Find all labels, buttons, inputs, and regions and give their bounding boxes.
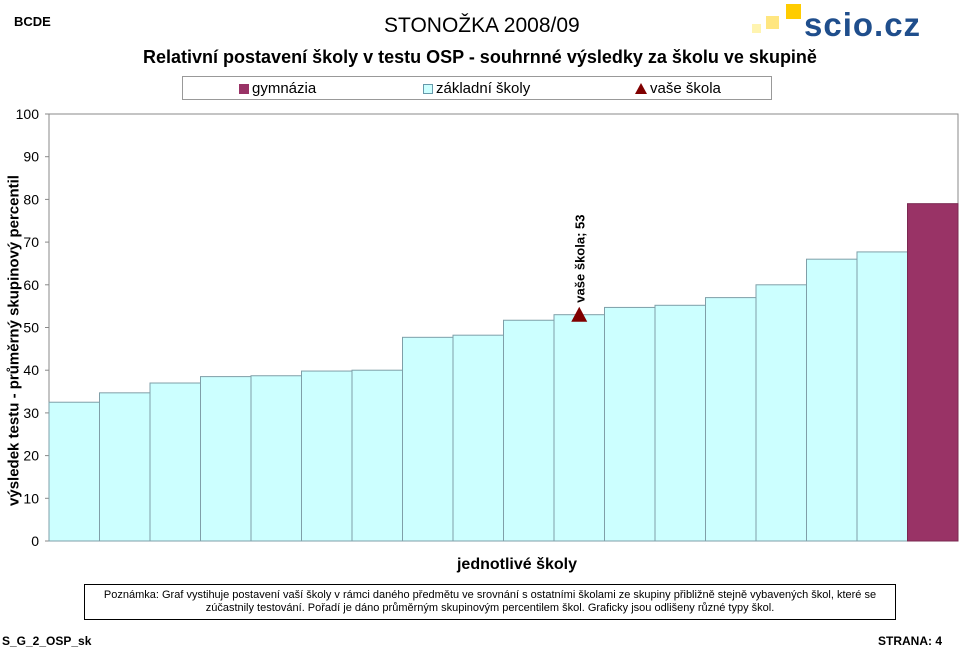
plot-area: 0 10 20 30 40 50 60 70 80 90 100 vaše škola; 53 — [16, 106, 959, 549]
chart-title: Relativní postavení školy v testu OSP - … — [143, 47, 817, 67]
marker-vase-skola — [571, 306, 588, 322]
scio-logo: scio.cz — [752, 4, 921, 42]
bar-zakladni — [200, 376, 252, 542]
triangle-icon — [635, 83, 647, 94]
logo-square-small — [752, 24, 761, 33]
y-tick-label: 90 — [23, 149, 39, 165]
logo-square-mid — [766, 16, 779, 29]
bar-gymnazia — [907, 203, 959, 542]
logo-text: scio.cz — [804, 6, 921, 42]
y-tick-label: 30 — [23, 405, 39, 421]
logo-square-big — [786, 4, 801, 19]
bar-zakladni — [301, 370, 353, 542]
marker-label: vaše škola; 53 — [572, 215, 587, 303]
x-axis-title: jednotlivé školy — [456, 556, 578, 573]
y-tick-label: 80 — [23, 191, 39, 207]
bar-zakladni — [48, 401, 100, 542]
legend: gymnázia základní školy vaše škola — [182, 76, 772, 100]
y-tick-label: 0 — [31, 533, 39, 549]
legend-swatch-gymnazia — [239, 84, 249, 94]
bar-zakladni — [99, 392, 151, 542]
legend-item-gymnazia: gymnázia — [239, 80, 316, 97]
report-title: STONOŽKA 2008/09 — [384, 14, 580, 37]
bar-zakladni — [149, 382, 201, 542]
page-number: STRANA: 4 — [877, 634, 942, 648]
y-tick-label: 70 — [23, 234, 39, 250]
bar-zakladni — [452, 334, 504, 542]
bar-zakladni — [654, 304, 706, 542]
bar-zakladni — [553, 314, 605, 542]
legend-label-zakladni: základní školy — [436, 80, 531, 97]
bar-zakladni — [806, 258, 858, 542]
bar-zakladni — [402, 336, 454, 542]
legend-label-gymnazia: gymnázia — [252, 80, 317, 97]
bar-zakladni — [351, 369, 403, 542]
report-code: BCDE — [14, 14, 51, 29]
y-tick-label: 20 — [23, 448, 39, 464]
bar-zakladni — [604, 306, 656, 542]
legend-swatch-zakladni — [423, 84, 433, 94]
bar-zakladni — [856, 251, 908, 542]
y-tick-label: 40 — [23, 362, 39, 378]
y-tick-label: 50 — [23, 320, 39, 336]
y-tick-label: 10 — [23, 490, 39, 506]
legend-label-vase: vaše škola — [650, 80, 721, 97]
y-tick-label: 60 — [23, 277, 39, 293]
bar-zakladni — [250, 375, 302, 542]
note-box: Poznámka: Graf vystihuje postavení vaší … — [84, 584, 896, 620]
legend-item-vase: vaše škola — [635, 80, 721, 97]
bar-zakladni — [503, 319, 555, 542]
y-tick-label: 100 — [16, 106, 40, 122]
footer-code: S_G_2_OSP_sk — [2, 634, 92, 648]
bar-zakladni — [755, 284, 807, 542]
bar-zakladni — [705, 297, 757, 542]
legend-item-zakladni: základní školy — [423, 80, 530, 97]
